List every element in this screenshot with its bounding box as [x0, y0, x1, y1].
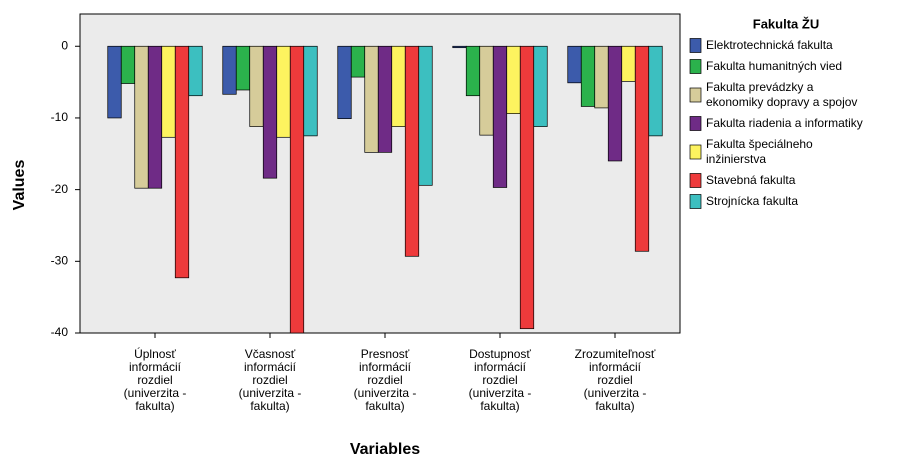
legend-swatch: [689, 173, 702, 188]
bar: [492, 45, 508, 188]
legend-swatch: [689, 59, 702, 74]
y-tick-label: -20: [51, 182, 69, 196]
legend-label: Fakulta humanitných vied: [706, 59, 842, 73]
y-tick-label: -30: [51, 253, 69, 267]
y-tick-label: -10: [51, 110, 69, 124]
bar: [452, 45, 467, 49]
legend-label: Strojnícka fakulta: [706, 194, 798, 208]
bar: [174, 45, 190, 279]
y-tick-label: 0: [61, 38, 68, 52]
bar: [404, 45, 420, 257]
legend-label: Fakulta riadenia a informatiky: [706, 116, 863, 130]
x-tick-label: Dostupnosť informácií rozdiel (univerzita -…: [469, 347, 532, 413]
bar: [262, 45, 278, 179]
legend-swatch: [689, 87, 702, 103]
bar: [465, 45, 481, 97]
bar: [364, 45, 379, 153]
legend-swatch: [689, 116, 702, 131]
bar: [337, 45, 352, 120]
bar: [621, 45, 636, 82]
legend-label: Stavebná fakulta: [706, 173, 796, 187]
bar: [147, 45, 163, 189]
legend-swatch: [689, 38, 702, 53]
bar: [276, 45, 291, 138]
bar: [391, 45, 406, 127]
bar: [222, 45, 237, 95]
bar: [533, 45, 548, 127]
bar: [580, 45, 596, 107]
bar: [377, 45, 393, 153]
bar: [235, 45, 251, 91]
bar: [350, 45, 366, 78]
legend-swatch: [689, 144, 702, 160]
bar: [567, 45, 582, 84]
legend-label: Fakulta špeciálneho inžinierstva: [706, 137, 813, 166]
bar: [120, 45, 136, 84]
y-axis-title: Values: [11, 160, 28, 211]
bar: [418, 45, 433, 186]
bar: [188, 45, 203, 97]
bar: [519, 45, 535, 330]
bar: [107, 45, 122, 119]
bar: [479, 45, 494, 136]
legend-label: Elektrotechnická fakulta: [706, 38, 833, 52]
legend-title: Fakulta ŽU: [753, 16, 819, 31]
bar: [134, 45, 149, 189]
y-tick-label: -40: [51, 325, 69, 339]
bar: [506, 45, 521, 114]
legend-label: Fakulta prevádzky a ekonomiky dopravy a s…: [706, 80, 857, 109]
bar: [249, 45, 264, 127]
bar: [161, 45, 176, 138]
x-axis-title: Variables: [350, 441, 420, 458]
bar: [303, 45, 318, 137]
bar: [289, 45, 305, 334]
bar: [648, 45, 663, 137]
x-tick-label: Úplnosť informácií rozdiel (univerzita -fak…: [124, 346, 187, 413]
bar: [607, 45, 623, 162]
legend-swatch: [689, 194, 702, 209]
bar: [634, 45, 650, 252]
x-tick-label: Presnosť informácií rozdiel (univerzita -fa…: [354, 347, 417, 413]
x-tick-label: Zrozumiteľnosť informácií rozdiel (univerzi…: [575, 347, 656, 413]
bar: [594, 45, 609, 109]
x-tick-label: Včasnosť informácií rozdiel (univerzita -fa…: [239, 347, 302, 413]
